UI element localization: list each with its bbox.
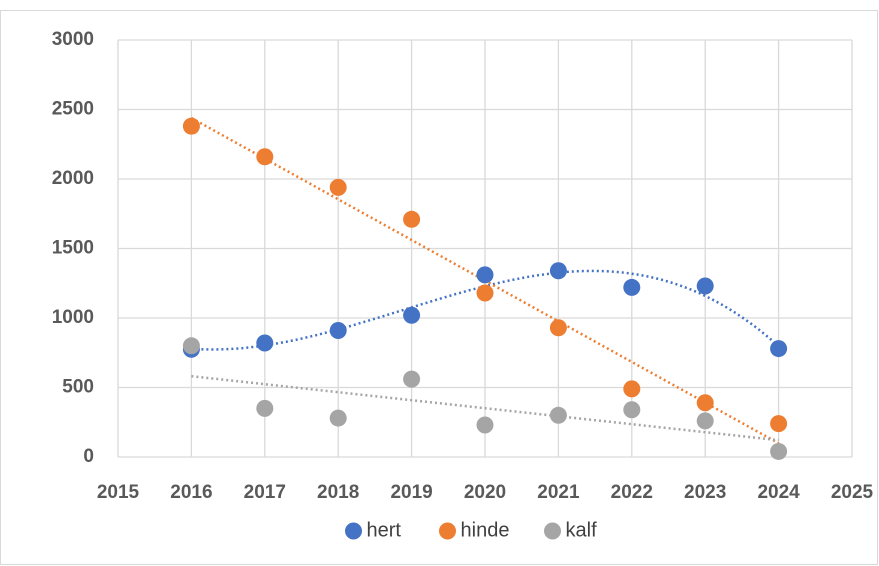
data-point [182, 337, 200, 355]
data-point [623, 401, 641, 419]
data-point [770, 340, 788, 358]
y-tick-label: 1500 [52, 238, 94, 259]
data-point [696, 394, 714, 412]
y-tick-label: 0 [83, 446, 94, 467]
legend-label: hert [367, 519, 402, 541]
data-point [476, 266, 494, 284]
data-point [329, 409, 347, 427]
data-point [549, 406, 567, 424]
y-tick-label: 3000 [52, 29, 94, 50]
data-point [770, 442, 788, 460]
y-tick-label: 500 [62, 377, 94, 398]
data-point [256, 334, 274, 352]
data-point [623, 380, 641, 398]
x-tick-label: 2023 [684, 482, 726, 503]
data-point [403, 306, 421, 324]
y-tick-label: 2500 [52, 99, 94, 120]
data-point [182, 117, 200, 135]
x-tick-label: 2015 [97, 482, 140, 503]
x-tick-label: 2016 [170, 482, 212, 503]
x-tick-label: 2022 [611, 482, 653, 503]
data-point [623, 278, 641, 296]
chart-frame [0, 10, 878, 565]
data-point [549, 262, 567, 280]
x-tick-label: 2017 [244, 482, 286, 503]
x-tick-label: 2025 [831, 482, 874, 503]
data-point [476, 284, 494, 302]
data-point [329, 178, 347, 196]
data-point [549, 319, 567, 337]
data-point [770, 415, 788, 433]
data-point [403, 210, 421, 228]
x-tick-label: 2020 [464, 482, 506, 503]
trendline [191, 374, 779, 442]
data-point [329, 322, 347, 340]
legend-label: hinde [461, 519, 510, 541]
y-tick-label: 1000 [52, 307, 94, 328]
x-tick-label: 2024 [757, 482, 800, 503]
data-point [256, 148, 274, 166]
legend-marker [345, 522, 362, 540]
legend-label: kalf [566, 519, 598, 541]
legend-marker [439, 522, 456, 540]
y-tick-label: 2000 [52, 168, 94, 189]
data-point [403, 370, 421, 388]
data-point [696, 412, 714, 430]
x-tick-label: 2019 [390, 482, 432, 503]
data-point [476, 416, 494, 434]
data-point [696, 277, 714, 295]
data-point [256, 399, 274, 417]
x-tick-label: 2021 [537, 482, 580, 503]
legend-marker [544, 522, 561, 540]
x-tick-label: 2018 [317, 482, 359, 503]
